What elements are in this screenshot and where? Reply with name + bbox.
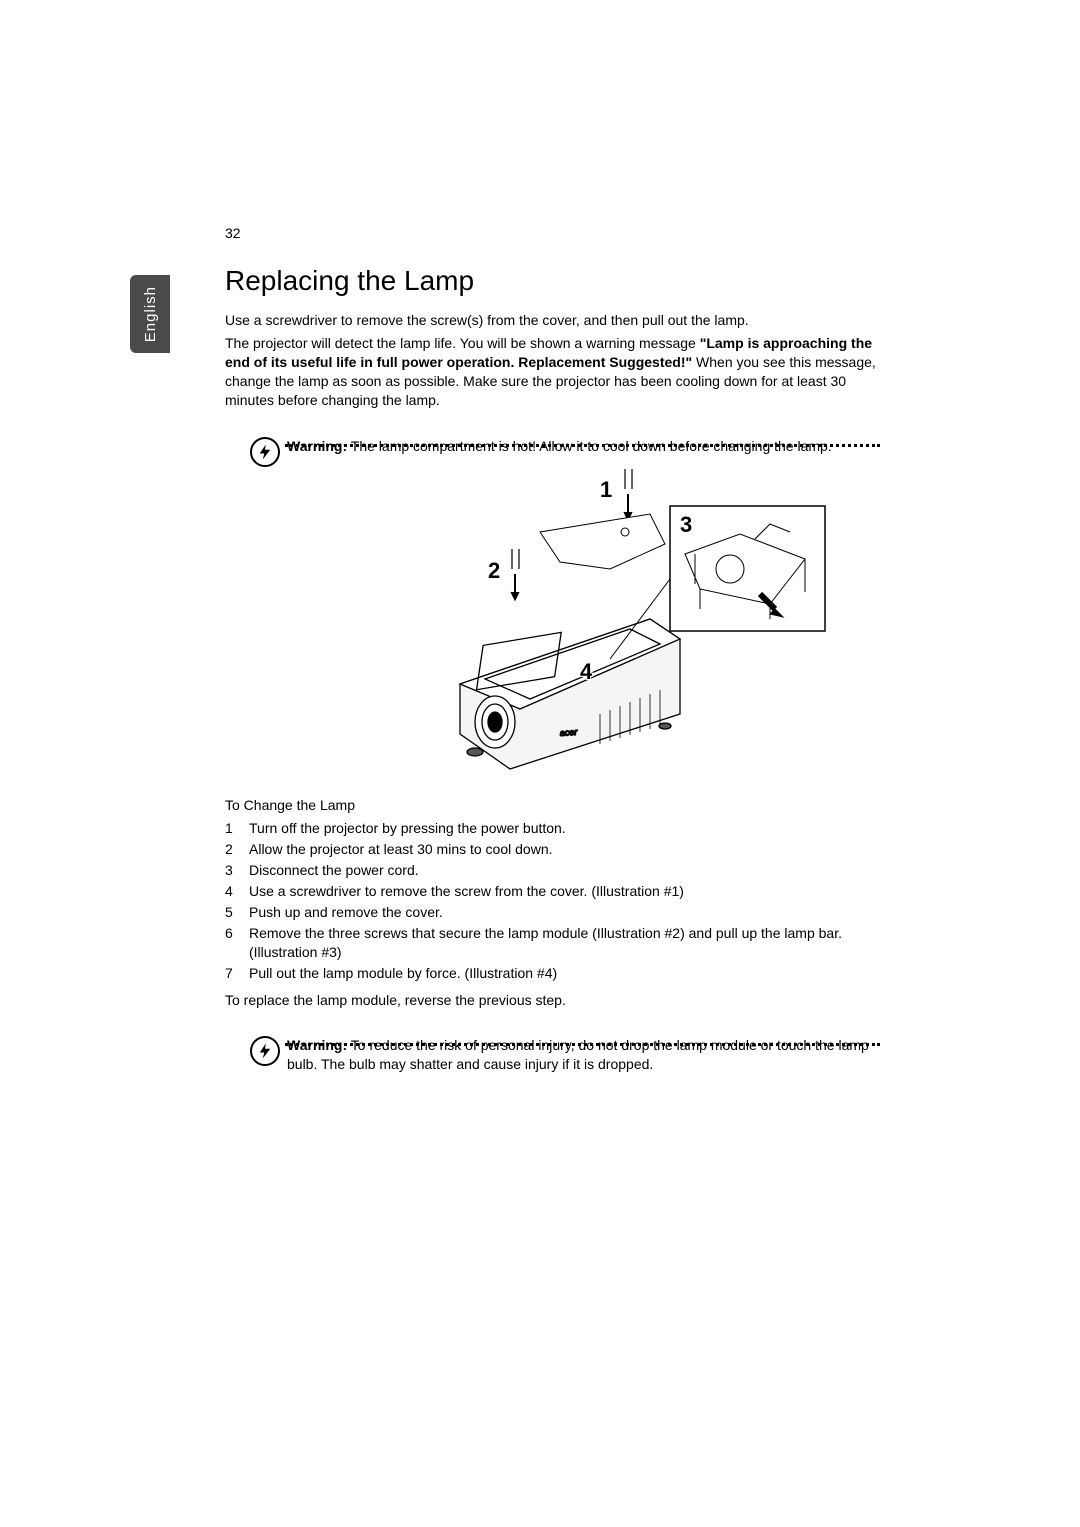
page-title: Replacing the Lamp [225,265,885,297]
svg-text:acer: acer [559,727,578,738]
step-text: Use a screwdriver to remove the screw fr… [249,882,885,901]
step-text: Allow the projector at least 30 mins to … [249,840,885,859]
step-row: 6 Remove the three screws that secure th… [225,924,885,962]
illustration-label-2: 2 [488,558,500,584]
illustration-drawing: acer 1 2 3 4 [400,464,830,779]
step-text: Turn off the projector by pressing the p… [249,819,885,838]
step-row: 4 Use a screwdriver to remove the screw … [225,882,885,901]
step-text: Push up and remove the cover. [249,903,885,922]
step-number: 7 [225,964,249,983]
step-number: 1 [225,819,249,838]
warning-block-1: Warning: The lamp compartment is hot! Al… [225,437,885,456]
step-row: 2 Allow the projector at least 30 mins t… [225,840,885,859]
divider-dashed [285,444,880,447]
illustration-label-3: 3 [680,512,692,538]
main-content: Replacing the Lamp Use a screwdriver to … [225,265,885,1082]
intro-paragraph-1: Use a screwdriver to remove the screw(s)… [225,311,885,330]
step-row: 3 Disconnect the power cord. [225,861,885,880]
language-label: English [142,286,159,342]
language-tab: English [130,275,170,353]
lamp-illustration: acer 1 2 3 4 [400,464,830,779]
lightning-icon [250,437,280,467]
step-text: Pull out the lamp module by force. (Illu… [249,964,885,983]
step-number: 5 [225,903,249,922]
step-number: 3 [225,861,249,880]
closing-text: To replace the lamp module, reverse the … [225,992,885,1008]
step-row: 7 Pull out the lamp module by force. (Il… [225,964,885,983]
illustration-label-1: 1 [600,477,612,503]
step-row: 5 Push up and remove the cover. [225,903,885,922]
warning-block-2: Warning: To reduce the risk of personal … [225,1036,885,1074]
step-text: Remove the three screws that secure the … [249,924,885,962]
step-text: Disconnect the power cord. [249,861,885,880]
warning-2-text: Warning: To reduce the risk of personal … [287,1036,885,1074]
intro-paragraph-2: The projector will detect the lamp life.… [225,334,885,410]
page-number: 32 [225,225,241,241]
step-number: 6 [225,924,249,962]
lightning-icon [250,1036,280,1066]
step-number: 2 [225,840,249,859]
step-number: 4 [225,882,249,901]
step-row: 1 Turn off the projector by pressing the… [225,819,885,838]
illustration-label-4: 4 [580,659,592,685]
divider-dashed [285,1043,880,1046]
steps-list: 1 Turn off the projector by pressing the… [225,819,885,982]
intro-text-a: The projector will detect the lamp life.… [225,335,700,351]
steps-heading: To Change the Lamp [225,797,885,813]
